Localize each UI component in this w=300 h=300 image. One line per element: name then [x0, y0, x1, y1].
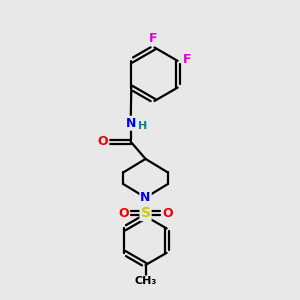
- Text: CH₃: CH₃: [134, 276, 157, 286]
- Text: O: O: [118, 206, 129, 220]
- Text: N: N: [125, 117, 136, 130]
- Text: S: S: [140, 206, 151, 220]
- Text: F: F: [149, 32, 157, 45]
- Text: O: O: [162, 206, 173, 220]
- Text: O: O: [98, 135, 108, 148]
- Text: H: H: [138, 121, 147, 130]
- Text: N: N: [140, 191, 151, 204]
- Text: F: F: [183, 53, 191, 66]
